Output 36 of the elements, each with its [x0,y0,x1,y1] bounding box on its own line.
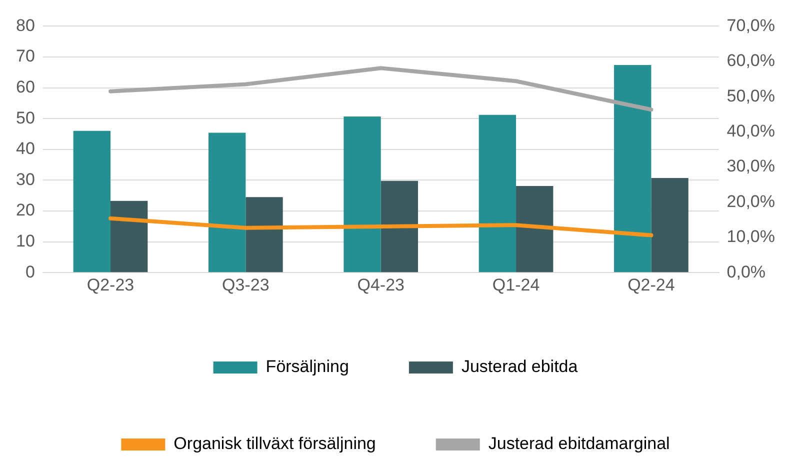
bar [478,114,516,272]
bar [651,178,688,272]
x-tick-label: Q1-24 [492,275,540,294]
legend-label: Försäljning [266,357,349,376]
y2-tick-label: 30,0% [726,156,775,176]
bar [246,197,283,272]
x-tick-label: Q4-23 [357,275,404,294]
bar [614,65,652,272]
y-tick-label: 20 [16,200,35,220]
bar [380,180,418,272]
y2-tick-label: 50,0% [726,86,775,106]
legend-label: Justerad ebitda [461,357,578,376]
legend-label: Justerad ebitdamarginal [488,434,670,454]
bar [110,200,148,272]
x-tick-label: Q2-23 [86,275,134,294]
legend-label: Organisk tillväxt försäljning [174,434,376,454]
y-tick-label: 0 [25,262,35,282]
y-tick-label: 40 [16,139,35,158]
y-tick-label: 70 [16,46,35,66]
y-tick-label: 30 [16,170,35,189]
y-tick-label: 60 [16,77,35,96]
bar [73,130,110,272]
y2-tick-label: 0,0% [726,262,766,282]
bar [516,186,554,272]
y-tick-label: 50 [16,108,35,128]
y-tick-label: 10 [16,231,35,250]
bar [208,132,246,272]
y2-tick-label: 70,0% [726,16,775,35]
y2-tick-label: 60,0% [726,51,775,70]
y2-tick-label: 40,0% [726,121,775,140]
y-tick-label: 80 [16,16,35,35]
bar [344,116,381,272]
y2-tick-label: 10,0% [726,227,775,246]
y2-tick-label: 20,0% [726,192,775,211]
x-tick-label: Q3-23 [222,275,270,294]
x-tick-label: Q2-24 [628,275,675,294]
